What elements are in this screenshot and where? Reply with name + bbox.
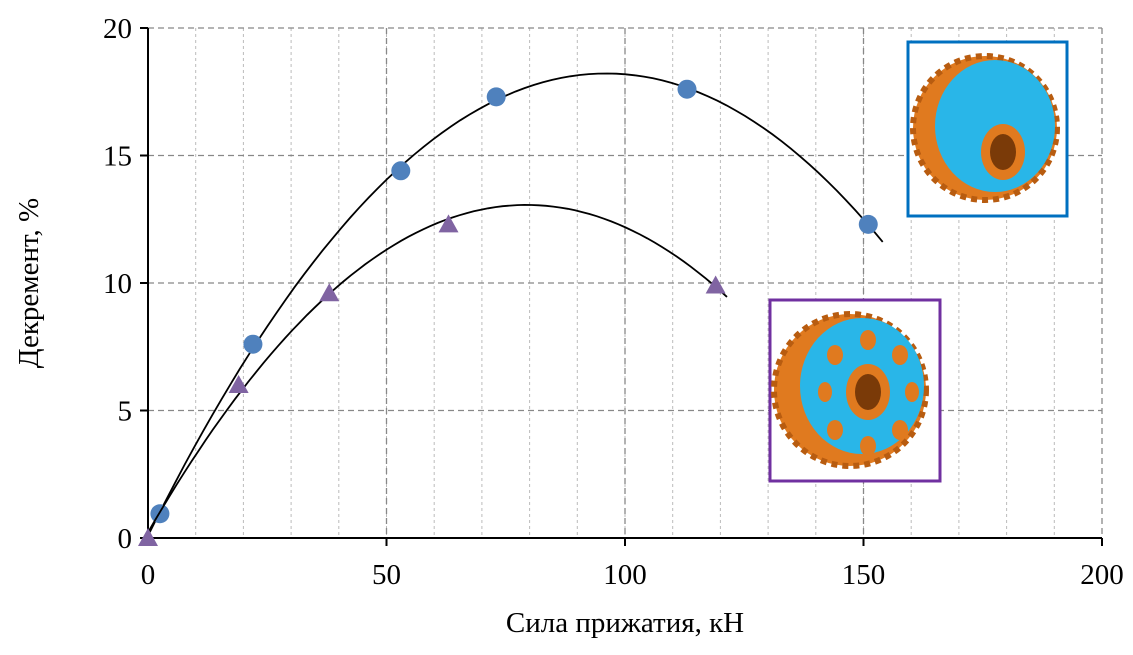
x-axis-label: Сила прижатия, кН	[506, 607, 744, 639]
data-point	[678, 80, 697, 99]
x-tick-label: 50	[372, 559, 401, 591]
y-tick-label: 15	[103, 141, 132, 173]
x-tick-label: 0	[141, 559, 156, 591]
data-point	[391, 161, 410, 180]
data-point	[487, 87, 506, 106]
data-point	[859, 215, 878, 234]
chart: Сила прижатия, кН Декремент, % 051015200…	[0, 0, 1133, 650]
x-tick-label: 200	[1080, 559, 1124, 591]
data-point	[243, 335, 262, 354]
inset-image-perforated	[770, 300, 940, 481]
data-point	[706, 276, 726, 294]
y-axis-label: Декремент, %	[13, 198, 45, 368]
y-tick-label: 0	[118, 523, 133, 555]
inset-image-solid	[908, 42, 1067, 216]
x-tick-label: 150	[842, 559, 886, 591]
y-tick-label: 5	[118, 396, 133, 428]
trend-line	[148, 205, 727, 533]
y-tick-label: 10	[103, 268, 132, 300]
data-point	[319, 283, 339, 301]
y-tick-label: 20	[103, 13, 132, 45]
x-tick-label: 100	[603, 559, 647, 591]
page: Сила прижатия, кН Декремент, % 051015200…	[0, 0, 1133, 655]
